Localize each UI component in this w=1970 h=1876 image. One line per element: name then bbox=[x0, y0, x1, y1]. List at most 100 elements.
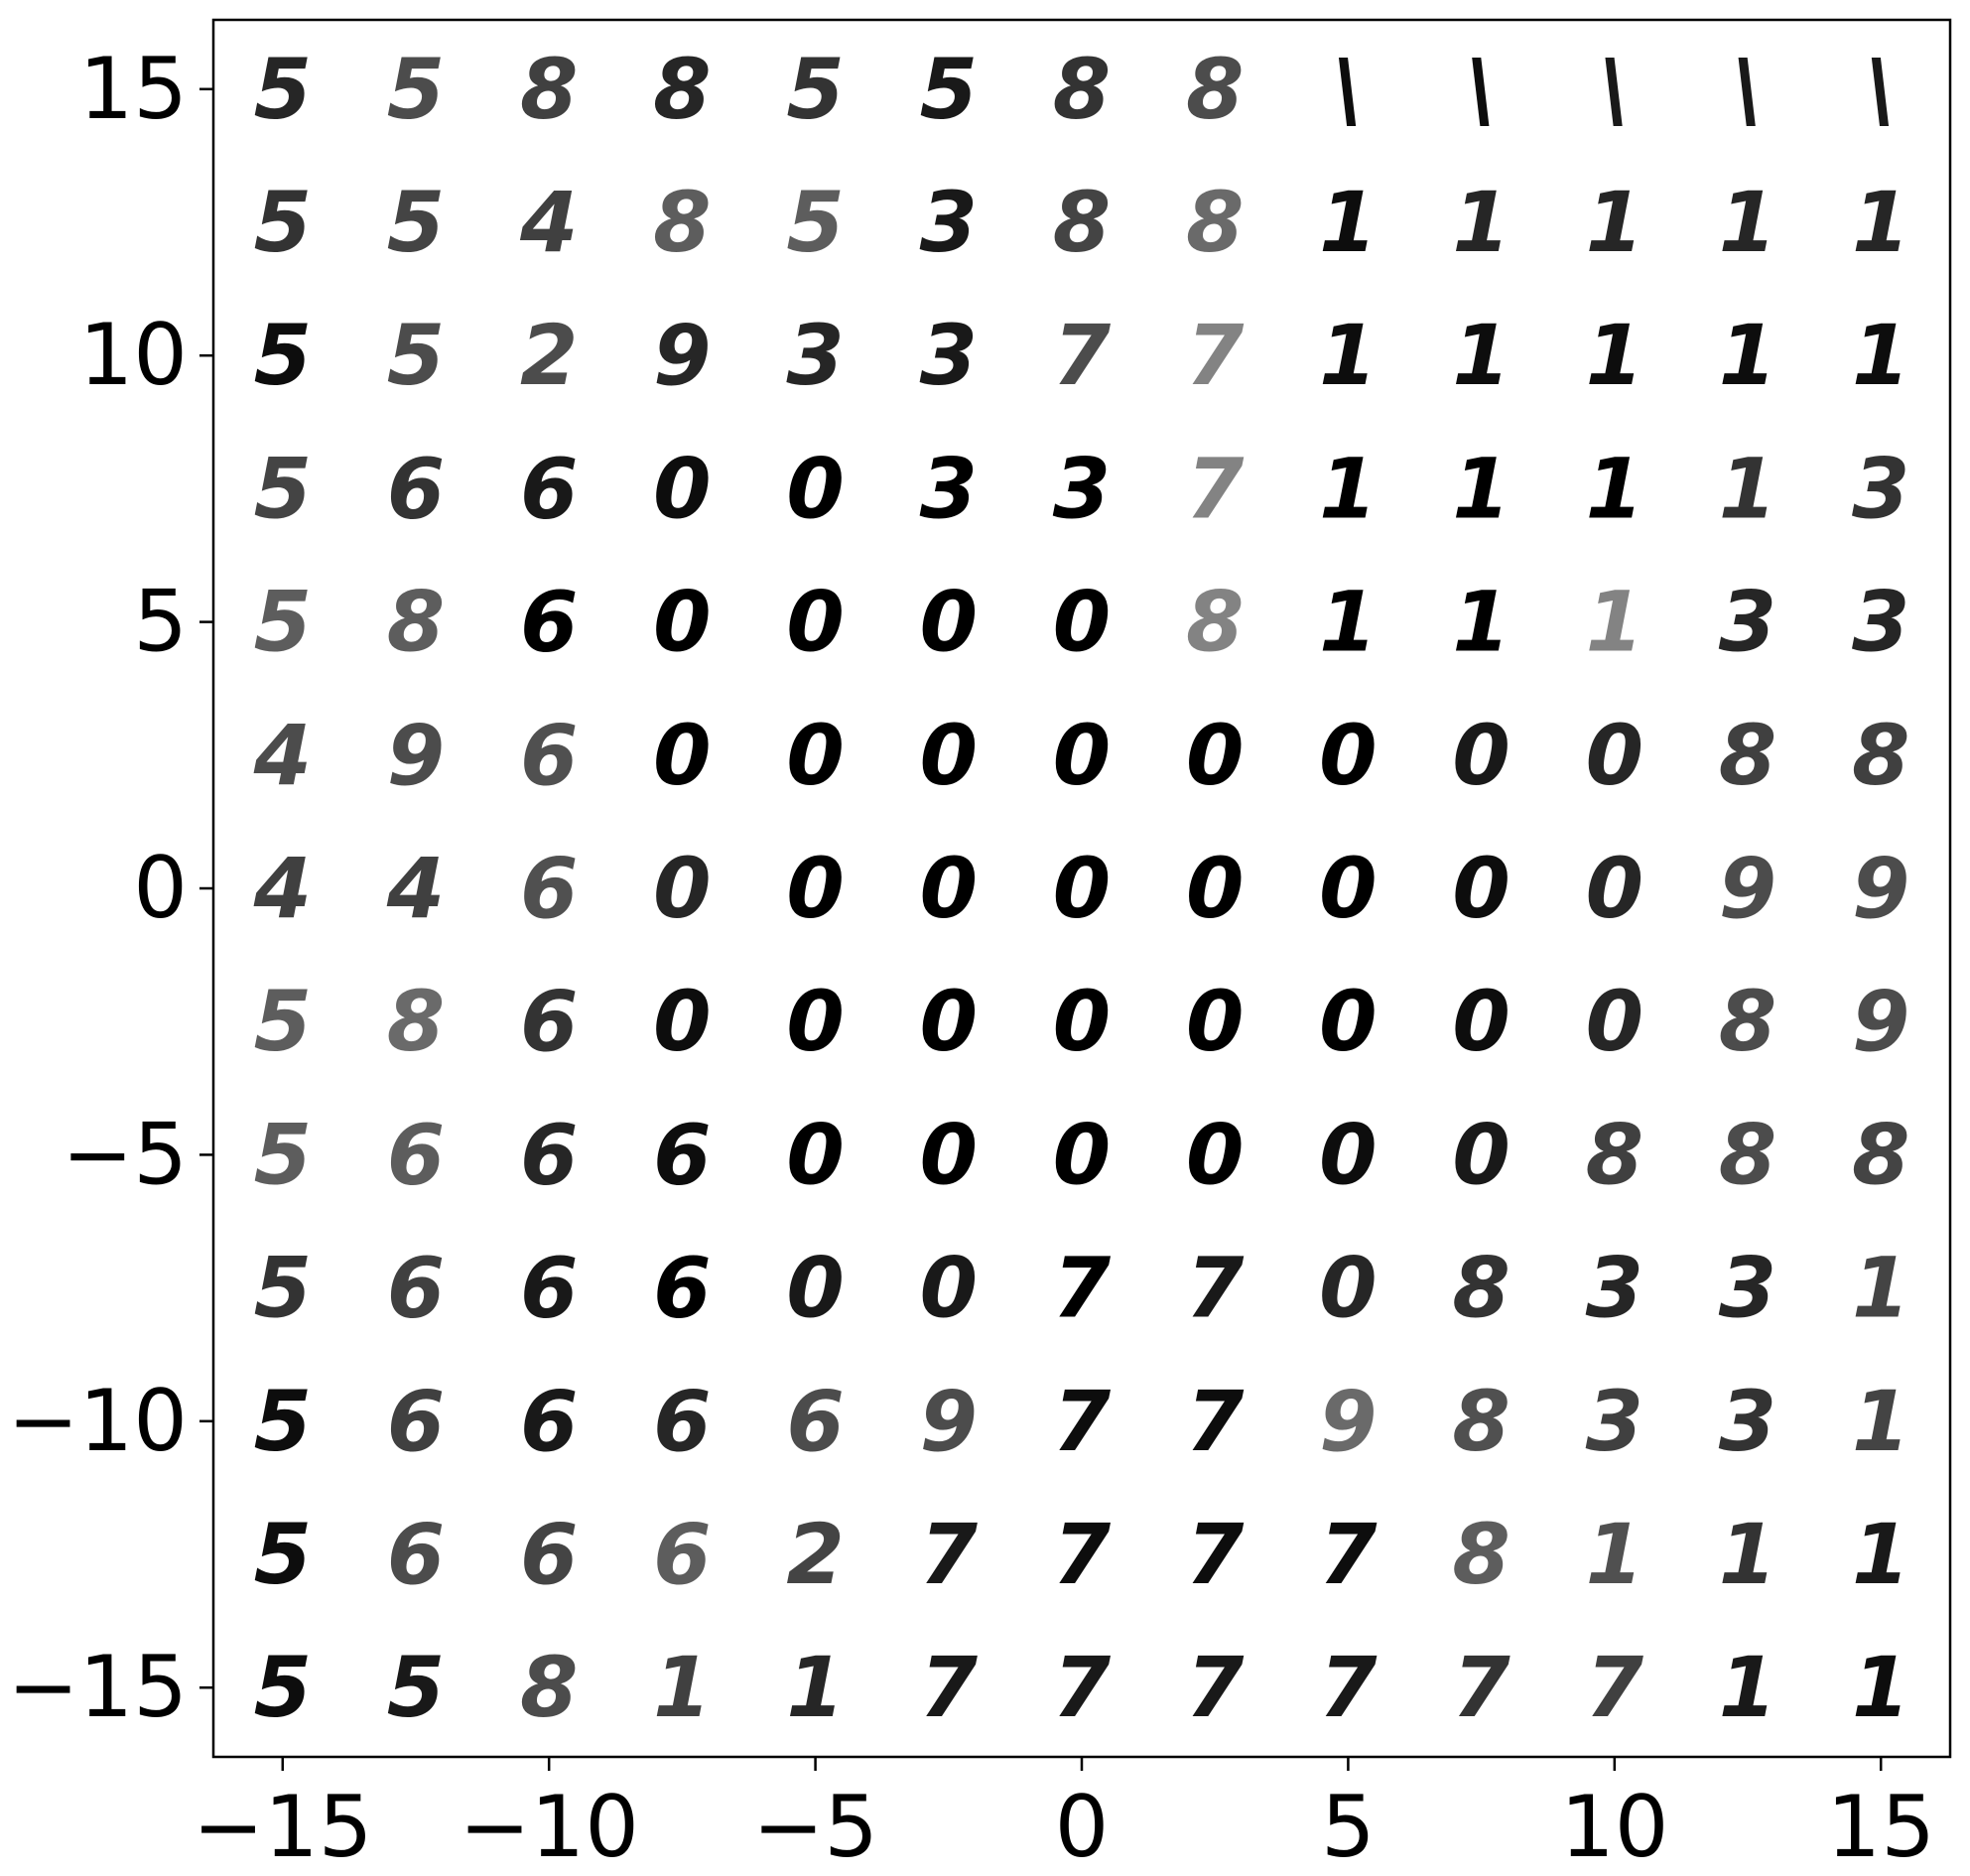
y-tick-label: −5 bbox=[62, 1105, 188, 1204]
digit-sample: 3 bbox=[1586, 1240, 1643, 1337]
digit-sample: 6 bbox=[387, 1373, 445, 1470]
digit-sample-blur: 5 bbox=[254, 973, 312, 1070]
digit-sample-glyph: 0 bbox=[1452, 707, 1510, 804]
digit-sample: 66 bbox=[387, 1106, 445, 1203]
digit-sample-glyph: 4 bbox=[386, 840, 445, 937]
digit-sample-glyph: 6 bbox=[520, 440, 578, 537]
digit-sample: 8 bbox=[653, 41, 711, 138]
digit-sample-glyph: 5 bbox=[387, 1639, 445, 1736]
digit-sample: 0 bbox=[1186, 840, 1244, 937]
digit-sample-glyph: 4 bbox=[253, 840, 312, 937]
digit-sample-glyph: 3 bbox=[920, 440, 978, 537]
digit-sample: 8 bbox=[520, 1639, 578, 1736]
x-tick-label: 10 bbox=[1560, 1778, 1668, 1876]
digit-sample-glyph: 0 bbox=[1186, 840, 1244, 937]
digit-sample-glyph: 6 bbox=[387, 1106, 445, 1203]
digit-sample-glyph: 5 bbox=[254, 174, 312, 271]
digit-sample: 9 bbox=[653, 307, 711, 404]
digit-sample: 8 bbox=[1586, 1106, 1643, 1203]
digit-sample: 6 bbox=[520, 574, 578, 671]
digit-sample: 1 bbox=[1452, 440, 1510, 537]
digit-sample-glyph: 0 bbox=[1053, 707, 1111, 804]
digit-sample: 7 bbox=[1053, 1373, 1112, 1470]
digit-sample-glyph: 8 bbox=[1186, 174, 1244, 271]
digit-sample-glyph: 2 bbox=[520, 307, 578, 404]
digit-sample-glyph: 6 bbox=[653, 1240, 711, 1337]
digit-sample-glyph: 6 bbox=[786, 1373, 844, 1470]
digit-sample: 8 bbox=[1719, 707, 1776, 804]
digit-sample-glyph: 8 bbox=[1719, 1106, 1776, 1203]
digit-sample: 11 bbox=[1852, 1373, 1909, 1470]
digit-sample: 0 bbox=[1586, 973, 1643, 1070]
digit-sample: 0 bbox=[653, 973, 711, 1070]
digit-sample-glyph: 0 bbox=[920, 1240, 978, 1337]
digit-sample: 0 bbox=[653, 574, 711, 671]
digit-sample-glyph: 8 bbox=[1586, 1106, 1643, 1203]
digit-sample-glyph: 5 bbox=[786, 41, 844, 138]
digit-sample-glyph: 1 bbox=[1852, 1240, 1909, 1337]
digit-sample: 3 bbox=[1852, 440, 1909, 537]
digit-sample-blur: 7 bbox=[1186, 440, 1245, 537]
digit-sample: 0 bbox=[1053, 707, 1111, 804]
digit-sample: 0 bbox=[1186, 707, 1244, 804]
digit-sample: 1 bbox=[1719, 440, 1776, 537]
digit-sample-glyph: \ bbox=[1733, 41, 1764, 138]
digit-sample: 0 bbox=[920, 1240, 978, 1337]
x-tick-label: −5 bbox=[752, 1778, 878, 1876]
digit-sample: \ bbox=[1599, 41, 1630, 138]
digit-sample-glyph: 0 bbox=[920, 574, 978, 671]
digit-sample-glyph: 1 bbox=[1719, 1506, 1776, 1603]
digit-sample-glyph: 8 bbox=[1719, 973, 1776, 1070]
digit-sample-blur: 5 bbox=[387, 174, 445, 271]
digit-sample: 0 bbox=[1186, 1106, 1244, 1203]
digit-sample-glyph: 5 bbox=[387, 174, 445, 271]
digit-sample-glyph: 6 bbox=[387, 1373, 445, 1470]
digit-sample: 1 bbox=[1852, 307, 1909, 404]
digit-sample-glyph: 7 bbox=[1053, 307, 1112, 404]
digit-sample-glyph: 0 bbox=[1586, 973, 1643, 1070]
digit-sample-glyph: 3 bbox=[1719, 1240, 1776, 1337]
digit-sample: 7 bbox=[1186, 1639, 1245, 1736]
digit-sample-glyph: 5 bbox=[254, 307, 312, 404]
digit-sample: 6 bbox=[387, 1506, 445, 1603]
digit-sample: 5 bbox=[254, 307, 312, 404]
digit-sample-blur: 1 bbox=[1852, 1373, 1909, 1470]
digit-sample-glyph: 7 bbox=[1053, 1373, 1112, 1470]
digit-sample-glyph: 1 bbox=[1452, 574, 1510, 671]
digit-sample-glyph: 0 bbox=[786, 840, 844, 937]
digit-sample-glyph: 0 bbox=[786, 574, 844, 671]
digit-sample: 5 bbox=[786, 41, 844, 138]
digit-sample-glyph: 5 bbox=[254, 1240, 312, 1337]
digit-sample-glyph: 7 bbox=[1319, 1506, 1378, 1603]
digit-sample-glyph: 8 bbox=[653, 41, 711, 138]
digit-sample-glyph: 7 bbox=[1053, 1639, 1112, 1736]
x-tick-label: 5 bbox=[1321, 1778, 1376, 1876]
digit-sample-glyph: 6 bbox=[387, 1506, 445, 1603]
digit-sample: 0 bbox=[920, 707, 978, 804]
digit-sample: 11 bbox=[1586, 1506, 1643, 1603]
digit-sample: 1 bbox=[1852, 1506, 1909, 1603]
digit-sample: 9 bbox=[1852, 840, 1909, 937]
digit-sample: 0 bbox=[786, 707, 844, 804]
digit-sample-glyph: 7 bbox=[1053, 1240, 1112, 1337]
digit-sample: 8 bbox=[1053, 41, 1111, 138]
digit-sample-glyph: 6 bbox=[653, 1373, 711, 1470]
digit-sample: 7 bbox=[1319, 1506, 1378, 1603]
digit-sample: \ bbox=[1333, 41, 1364, 138]
digit-sample: 1 bbox=[1586, 174, 1643, 271]
digit-sample-glyph: 6 bbox=[520, 1373, 578, 1470]
digit-sample: 77 bbox=[1186, 307, 1245, 404]
digit-sample: 5 bbox=[254, 1506, 312, 1603]
digit-sample-glyph: 8 bbox=[520, 41, 578, 138]
digit-sample: 1 bbox=[1719, 307, 1776, 404]
digit-sample-glyph: 1 bbox=[1719, 1639, 1776, 1736]
digit-sample-glyph: 5 bbox=[254, 973, 312, 1070]
digit-sample-glyph: 9 bbox=[387, 707, 445, 804]
digit-sample: 7 bbox=[1186, 1373, 1245, 1470]
digit-sample: 0 bbox=[653, 440, 711, 537]
digit-sample-glyph: 9 bbox=[920, 1373, 978, 1470]
digit-sample-glyph: 7 bbox=[1586, 1639, 1644, 1736]
digit-sample: 88 bbox=[1186, 574, 1244, 671]
digit-sample-glyph: 8 bbox=[1186, 41, 1244, 138]
digit-sample: 0 bbox=[786, 1106, 844, 1203]
